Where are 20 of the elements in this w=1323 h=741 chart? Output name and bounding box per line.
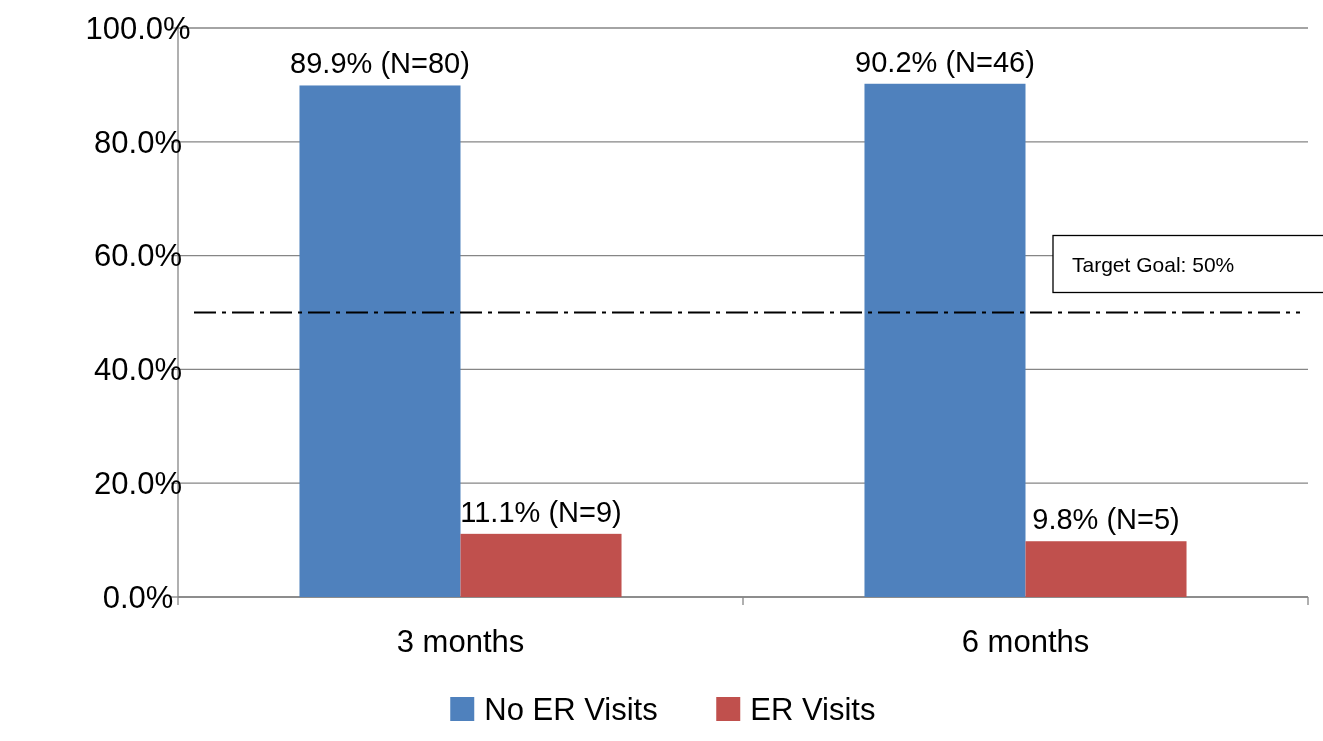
bar [299, 85, 461, 597]
data-label: 90.2% (N=46) [855, 45, 1035, 78]
label-box: Target Goal: 50% [1052, 234, 1323, 294]
y-tick-label: 100.0% [85, 10, 191, 46]
legend-label: No ER Visits [484, 691, 658, 727]
data-label: 89.9% (N=80) [290, 47, 470, 80]
y-tick-label: 0.0% [102, 579, 174, 615]
y-tick-label: 60.0% [94, 238, 182, 274]
data-label: 9.8% (N=5) [1032, 503, 1180, 536]
bar [864, 83, 1026, 597]
data-label: 11.1% (N=9) [460, 495, 622, 528]
x-tick-label: 6 months [961, 624, 1090, 659]
legend-label: ER Visits [750, 691, 876, 727]
bar [1025, 541, 1187, 597]
y-tick-label: 80.0% [94, 124, 182, 160]
bar [460, 533, 622, 597]
y-tick-label: 40.0% [94, 352, 182, 388]
y-tick-label: 20.0% [94, 466, 182, 502]
ref-line-label: Target Goal: 50% [1072, 252, 1235, 276]
x-tick-label: 3 months [396, 624, 525, 659]
